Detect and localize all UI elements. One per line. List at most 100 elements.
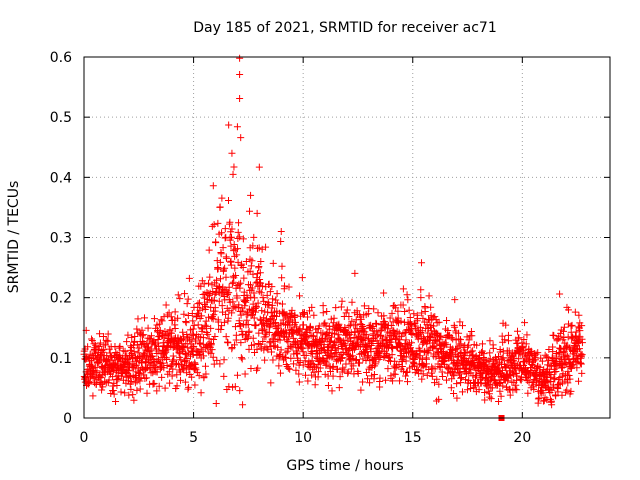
data-point [214, 219, 222, 227]
data-point [203, 328, 211, 336]
data-point [256, 279, 264, 287]
data-point [482, 358, 490, 366]
data-point [236, 387, 244, 395]
data-point [247, 293, 255, 301]
data-point [165, 309, 173, 317]
data-point [217, 250, 225, 258]
data-point [336, 373, 344, 381]
data-point [130, 396, 138, 404]
data-point [104, 330, 112, 338]
data-point [125, 391, 133, 399]
data-point [349, 362, 357, 370]
data-point [578, 351, 586, 359]
data-point [252, 322, 260, 330]
data-point [173, 371, 181, 379]
data-point [220, 318, 228, 326]
data-point [574, 337, 582, 345]
data-point [399, 301, 407, 309]
data-point [397, 317, 405, 325]
data-point [308, 357, 316, 365]
data-point [486, 393, 494, 401]
data-point [228, 225, 236, 233]
data-point [538, 357, 546, 365]
data-point [256, 315, 264, 323]
data-point [403, 378, 411, 386]
data-point [495, 398, 503, 406]
data-point [499, 354, 507, 362]
data-point [360, 302, 368, 310]
data-point [447, 334, 455, 342]
data-point [278, 300, 286, 308]
data-point [254, 364, 262, 372]
data-point [236, 322, 244, 330]
data-point [534, 395, 542, 403]
data-point [231, 383, 239, 391]
data-point [276, 369, 284, 377]
data-point [515, 334, 523, 342]
data-point [356, 350, 364, 358]
data-point [224, 339, 232, 347]
data-point [389, 377, 397, 385]
data-point [210, 311, 218, 319]
data-point [523, 331, 531, 339]
data-point [571, 308, 579, 316]
data-point [435, 395, 443, 403]
data-point [140, 371, 148, 379]
data-point [428, 369, 436, 377]
data-point [232, 331, 240, 339]
data-point [193, 313, 201, 321]
data-point [237, 354, 245, 362]
data-point [206, 273, 214, 281]
data-point [210, 221, 218, 229]
data-point [213, 257, 221, 265]
data-point [522, 340, 530, 348]
data-point [259, 294, 267, 302]
data-point [243, 316, 251, 324]
data-point [568, 333, 576, 341]
data-point [308, 303, 316, 311]
data-point [292, 366, 300, 374]
data-point [113, 382, 121, 390]
data-point [417, 328, 425, 336]
data-point [276, 336, 284, 344]
data-point [134, 315, 142, 323]
data-point [218, 194, 226, 202]
data-point [156, 326, 164, 334]
data-point [195, 372, 203, 380]
data-point [550, 332, 558, 340]
data-point [281, 327, 289, 335]
data-point [519, 346, 527, 354]
data-point [261, 356, 269, 364]
data-point [193, 368, 201, 376]
data-point [89, 392, 97, 400]
data-point [428, 372, 436, 380]
data-point [340, 337, 348, 345]
data-point [158, 373, 166, 381]
data-point [425, 292, 433, 300]
data-point [364, 375, 372, 383]
data-point [240, 274, 248, 282]
data-point [555, 332, 563, 340]
data-point [338, 297, 346, 305]
data-point [220, 356, 228, 364]
data-point [234, 258, 242, 266]
data-point [559, 327, 567, 335]
data-point [576, 327, 584, 335]
data-point [208, 222, 216, 230]
data-point-peak [556, 290, 564, 298]
data-point [299, 348, 307, 356]
data-point [404, 296, 412, 304]
data-points [80, 54, 586, 409]
data-point [310, 332, 318, 340]
data-point [201, 321, 209, 329]
data-point [239, 401, 247, 409]
data-point [115, 344, 123, 352]
data-point [211, 333, 219, 341]
data-point [473, 341, 481, 349]
data-point [345, 322, 353, 330]
data-point [548, 386, 556, 394]
data-point [184, 385, 192, 393]
data-point [362, 330, 370, 338]
data-point [454, 358, 462, 366]
data-point [359, 378, 367, 386]
